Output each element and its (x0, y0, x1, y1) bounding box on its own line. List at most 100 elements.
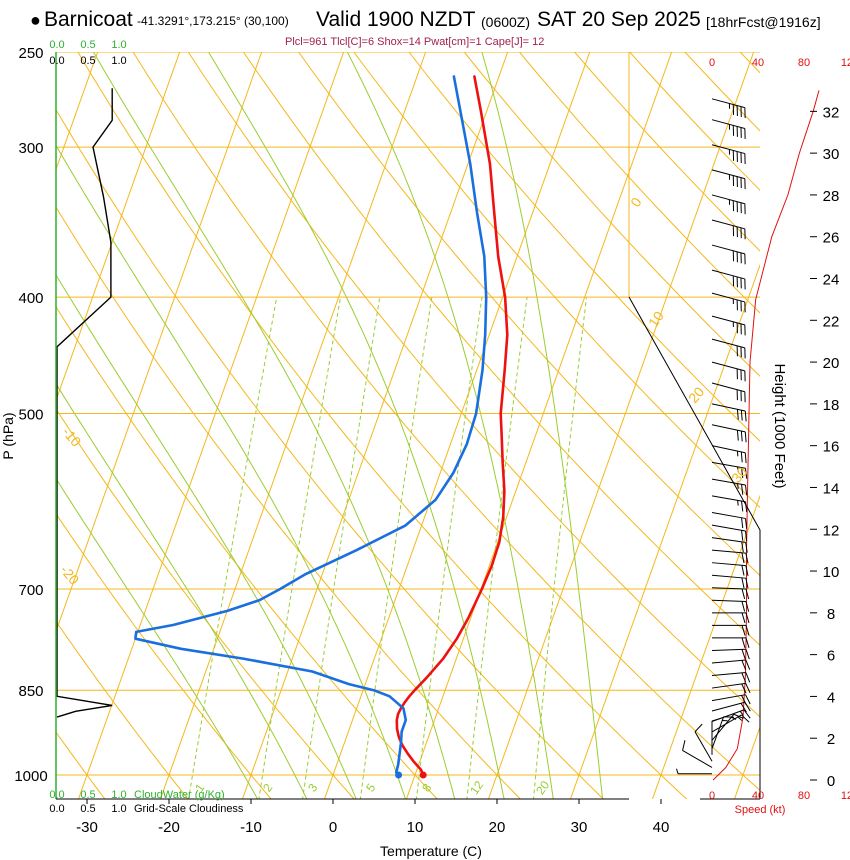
wind-barb-shaft (711, 424, 746, 433)
wind-barb-feather (745, 578, 749, 589)
wind-speed-tick-top: 0 (709, 57, 715, 69)
wind-barb (711, 424, 747, 443)
x-axis-title: Temperature (C) (380, 843, 482, 859)
wind-barb-feather (744, 530, 748, 542)
isotherm (651, 494, 760, 799)
wind-barb-shaft (711, 713, 735, 741)
x-tick-label: -20 (158, 819, 180, 836)
mixing-ratio-label: 20 (533, 778, 552, 797)
wind-barb (711, 461, 748, 479)
height-tick-label: 28 (823, 188, 840, 205)
cloudiness-tick-bottom: 1.0 (111, 803, 126, 815)
height-tick-label: 12 (823, 522, 840, 539)
dry-adiabat (518, 52, 760, 314)
wind-barb-feather (741, 552, 745, 564)
wind-barb (712, 637, 750, 649)
utc-time: (0600Z) (481, 14, 531, 30)
wind-barb-half-feather (739, 710, 744, 716)
isotherm (56, 52, 263, 633)
height-axis-title: Height (1000 Feet) (771, 363, 788, 488)
wind-barb-feather (741, 637, 746, 649)
wind-barb-shaft (711, 338, 745, 349)
wind-barb-feather (745, 553, 749, 564)
wind-barb (676, 768, 712, 775)
wind-barb-feather (745, 601, 750, 612)
cloudwater-tick-top: 1.0 (111, 39, 126, 51)
height-tick-label: 18 (823, 397, 840, 414)
wind-barb-shaft (694, 731, 713, 762)
isotherm (487, 52, 755, 799)
wind-barb (712, 624, 750, 636)
wind-barb-feather (745, 542, 748, 553)
cloudiness-tick-bottom: 0.5 (80, 803, 95, 815)
forecast-run: [18hrFcst@1916z] (706, 14, 821, 30)
wind-barb-shaft (711, 478, 746, 486)
wind-barb (711, 119, 746, 139)
temperature-profile-line (395, 75, 509, 777)
isotherm (323, 52, 591, 799)
wind-barb-feather (741, 484, 744, 495)
wind-barb-shaft (711, 361, 745, 372)
isotherm (159, 52, 427, 799)
x-tick-label: 20 (489, 819, 506, 836)
wind-barb-shaft (711, 169, 745, 180)
wind-barb-feather (741, 695, 747, 705)
stability-indices: Plcl=961 Tlcl[C]=6 Shox=14 Pwat[cm]=1 Ca… (285, 36, 545, 48)
wind-barb-shaft (711, 219, 745, 230)
wind-barb (711, 587, 750, 600)
dry-adiabat (408, 52, 760, 442)
wind-barb (711, 98, 746, 119)
wind-barb (711, 169, 746, 190)
wind-barb-half-feather (737, 716, 743, 721)
cloudiness-axis-title: Grid-Scale Cloudiness (134, 803, 244, 815)
wind-barb-feather (740, 410, 743, 421)
wind-barb-shaft (711, 694, 746, 702)
moist-adiabat (56, 274, 357, 799)
wind-barb-feather (741, 660, 747, 671)
wind-barb (711, 549, 749, 564)
station-coordinates: -41.3291°,173.215° (30,100) (137, 14, 289, 28)
forecast-date: SAT 20 Sep 2025 (537, 8, 701, 31)
wind-barb (711, 714, 750, 733)
wind-barb-shaft (711, 119, 745, 129)
wind-barb (711, 574, 749, 589)
wind-barb (711, 709, 751, 722)
wind-barb-shaft (711, 244, 745, 255)
wind-barb-shaft (711, 445, 746, 454)
wind-barb-feather (740, 451, 743, 463)
wind-barb-feather (741, 500, 744, 512)
moist-adiabat (56, 382, 308, 799)
y-axis-title: P (hPa) (0, 412, 16, 459)
wind-barb-feather (744, 410, 747, 422)
wind-barb-half-feather (737, 483, 739, 489)
isotherm-label: 10 (645, 308, 667, 330)
wind-barb (711, 524, 748, 542)
wind-barb (711, 144, 746, 165)
temperature-surface-point (419, 771, 427, 779)
wind-barb-feather (741, 565, 745, 576)
pressure-tick-label: 850 (18, 683, 43, 700)
wind-barb-feather (740, 430, 743, 442)
mixing-ratio-label: 12 (467, 778, 486, 797)
dry-adiabat (187, 52, 760, 718)
wind-barb-feather (744, 501, 748, 513)
wind-barb-feather (741, 577, 745, 589)
moist-adiabat (92, 52, 456, 799)
dewpoint-profile-line (134, 75, 488, 777)
moist-adiabat (56, 477, 259, 799)
wind-barb-shaft (711, 701, 745, 712)
wind-barb (711, 717, 723, 755)
mixing-ratio-line (302, 297, 381, 799)
wind-barb-feather (744, 468, 748, 479)
pressure-tick-label: 250 (18, 45, 43, 62)
wind-barb-shaft (711, 709, 745, 722)
cloudiness-tick-top: 0.0 (49, 55, 64, 67)
wind-barb-feather (745, 588, 750, 600)
isotherm (405, 52, 673, 799)
pressure-tick-label: 500 (18, 407, 43, 424)
wind-barb (712, 612, 750, 623)
wind-barb-feather (741, 683, 747, 694)
wind-speed-tick-top: 80 (798, 57, 810, 69)
pressure-tick-label: 300 (18, 140, 43, 157)
cloudiness-profile-line (56, 88, 113, 718)
